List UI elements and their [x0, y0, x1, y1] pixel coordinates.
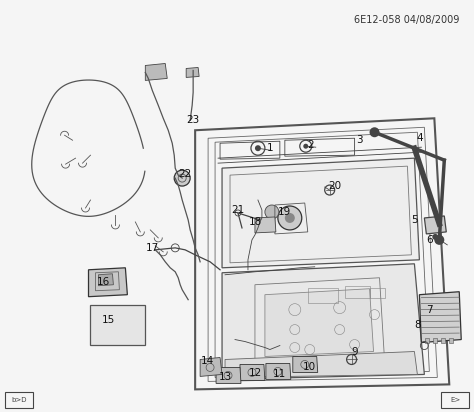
Text: E>: E>	[450, 397, 460, 403]
Text: 11: 11	[273, 370, 286, 379]
Text: 5: 5	[411, 215, 418, 225]
Text: 4: 4	[416, 133, 423, 143]
Polygon shape	[240, 365, 265, 380]
Bar	[449, 337, 453, 342]
Text: 3: 3	[356, 135, 363, 145]
Text: 14: 14	[201, 356, 214, 367]
Circle shape	[278, 206, 302, 230]
Text: 15: 15	[102, 315, 115, 325]
Text: 18: 18	[248, 217, 262, 227]
Polygon shape	[186, 68, 199, 77]
Text: 20: 20	[328, 181, 341, 191]
Bar	[425, 337, 429, 342]
Circle shape	[432, 234, 438, 240]
Bar	[345, 286, 370, 298]
Bar	[441, 337, 445, 342]
Circle shape	[174, 170, 190, 186]
Text: b>D: b>D	[11, 397, 27, 403]
Polygon shape	[99, 274, 113, 286]
Circle shape	[265, 205, 279, 219]
Polygon shape	[146, 63, 167, 80]
Bar	[433, 337, 438, 342]
Polygon shape	[216, 368, 241, 384]
Polygon shape	[222, 264, 424, 379]
Text: 2: 2	[308, 140, 314, 150]
Polygon shape	[419, 292, 461, 342]
Polygon shape	[89, 268, 128, 297]
Bar	[91, 304, 146, 344]
Text: 17: 17	[146, 243, 159, 253]
Polygon shape	[222, 158, 419, 268]
Polygon shape	[424, 216, 447, 234]
Bar	[5, 392, 33, 408]
Circle shape	[255, 145, 261, 151]
Polygon shape	[265, 289, 374, 356]
Circle shape	[303, 144, 308, 149]
Text: 8: 8	[414, 320, 421, 330]
Text: 6E12-058 04/08/2009: 6E12-058 04/08/2009	[354, 15, 459, 25]
Circle shape	[434, 235, 444, 245]
Text: 22: 22	[179, 169, 192, 179]
Text: 9: 9	[351, 346, 358, 356]
Text: 1: 1	[266, 143, 273, 153]
Text: 7: 7	[426, 304, 433, 315]
Circle shape	[285, 213, 295, 223]
Text: 13: 13	[219, 372, 232, 382]
Polygon shape	[225, 351, 418, 377]
Text: 21: 21	[231, 205, 245, 215]
Text: 16: 16	[97, 277, 110, 287]
Text: 19: 19	[278, 207, 292, 217]
Polygon shape	[200, 358, 222, 377]
Bar	[370, 288, 384, 298]
Circle shape	[370, 127, 380, 137]
Polygon shape	[255, 217, 276, 233]
Text: 23: 23	[187, 115, 200, 125]
Text: 12: 12	[248, 368, 262, 379]
Polygon shape	[293, 356, 318, 372]
Bar	[441, 392, 469, 408]
Text: 6: 6	[426, 235, 433, 245]
Text: 10: 10	[303, 363, 316, 372]
Bar	[308, 288, 337, 303]
Polygon shape	[266, 363, 291, 379]
